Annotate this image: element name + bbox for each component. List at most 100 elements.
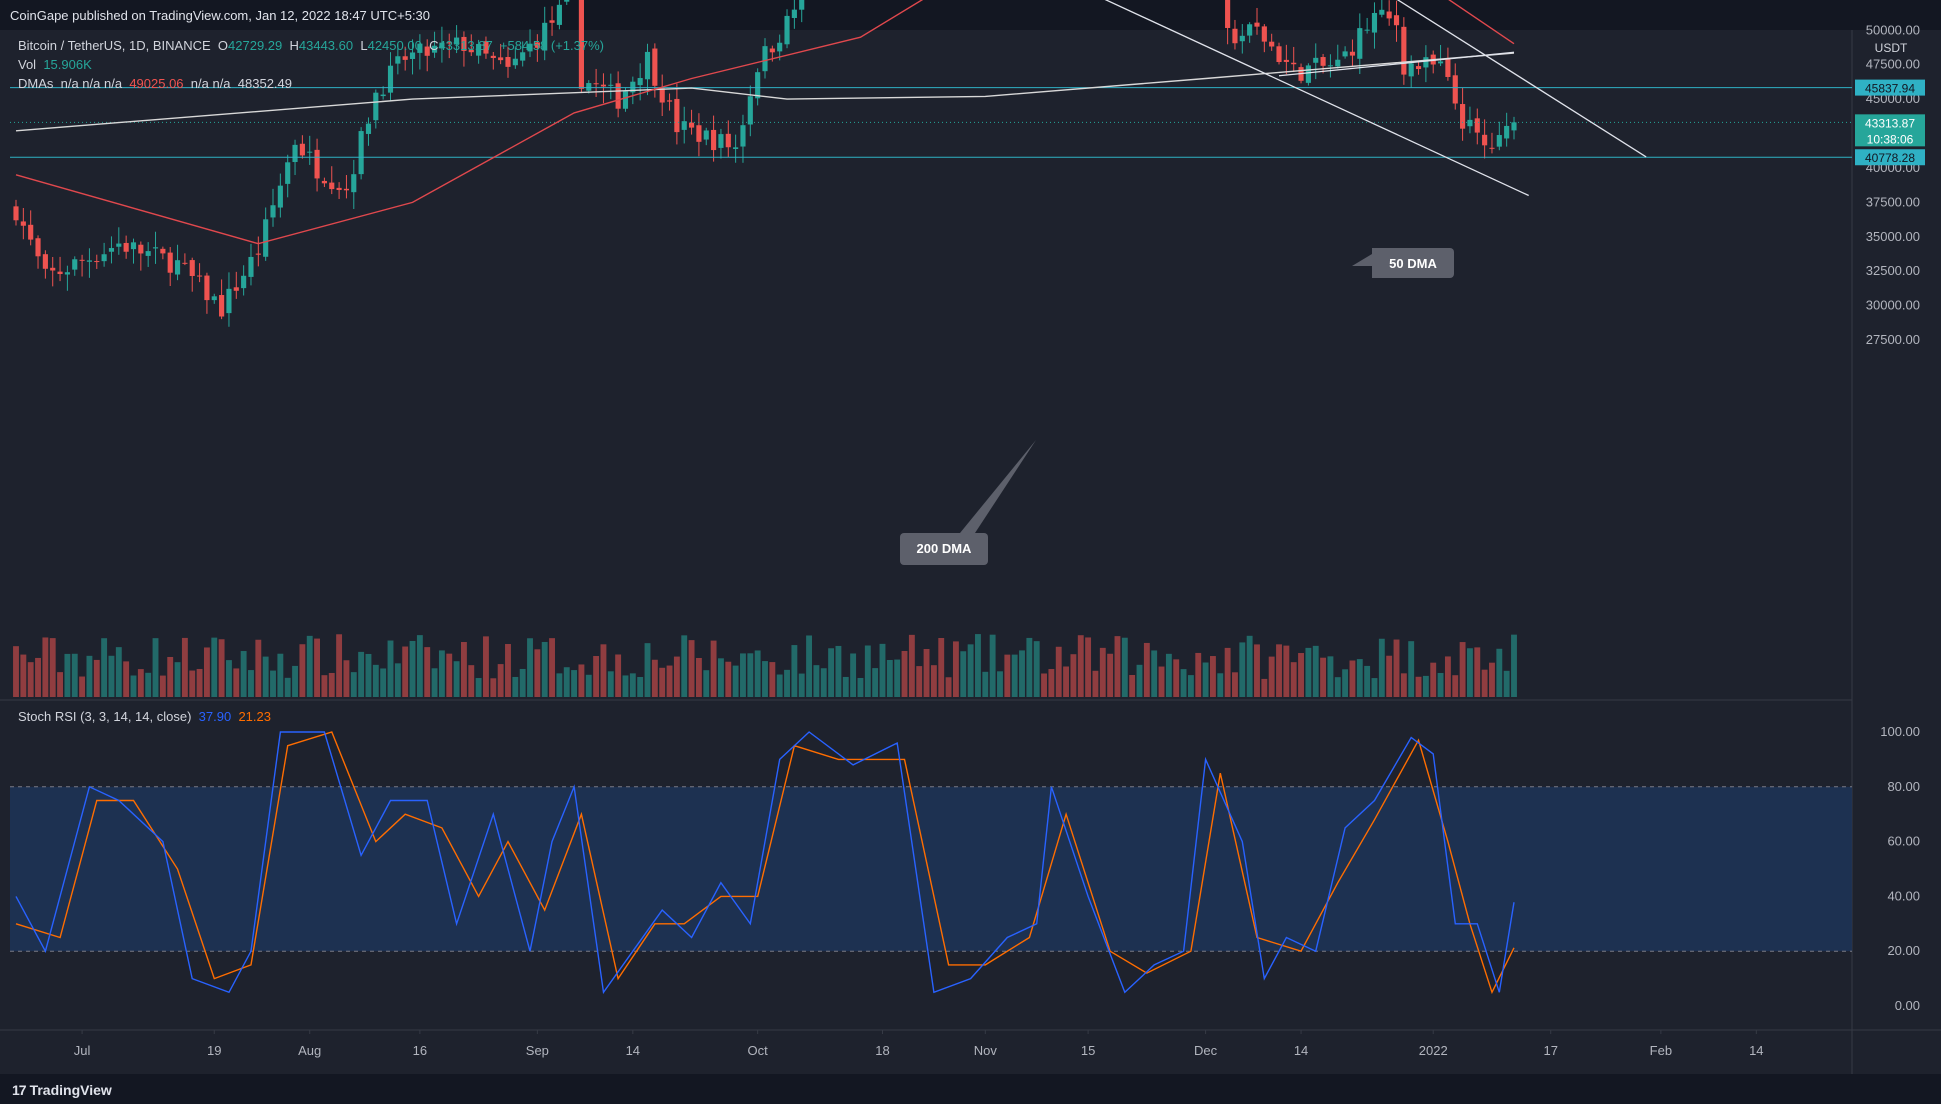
candle-body: [1393, 15, 1400, 26]
time-tick-label: Oct: [748, 1043, 769, 1058]
candle-body: [1313, 57, 1319, 63]
volume-bar: [71, 653, 78, 697]
volume-bar: [1452, 675, 1459, 697]
rsi-tick-label: 100.00: [1880, 724, 1920, 739]
candle-body: [498, 57, 504, 61]
volume-bar: [1143, 642, 1150, 697]
candle-body: [351, 174, 357, 193]
candle-body: [630, 81, 636, 93]
dma-na: n/a n/a n/a: [60, 76, 123, 91]
volume-bar: [1393, 639, 1400, 697]
volume-bar: [637, 677, 644, 697]
candle-body: [1504, 125, 1510, 139]
volume-label[interactable]: Vol: [18, 57, 37, 72]
volume-bar: [505, 644, 511, 697]
volume-bar: [1364, 665, 1371, 697]
volume-bar: [894, 659, 901, 697]
candle-body: [72, 259, 78, 270]
candle-body: [512, 58, 518, 66]
volume-bar: [460, 642, 467, 697]
volume-bar: [79, 676, 86, 697]
candle-body: [270, 205, 276, 218]
volume-bar: [1489, 662, 1495, 697]
dma-label[interactable]: DMAs: [18, 76, 54, 91]
trendline: [1396, 0, 1647, 158]
candle-body: [1467, 119, 1473, 127]
symbol-name[interactable]: Bitcoin / TetherUS, 1D, BINANCE: [18, 38, 211, 53]
price-tick-label: 32500.00: [1866, 263, 1920, 278]
low-label: L: [360, 38, 368, 53]
dma200-callout-label: 200 DMA: [917, 541, 973, 556]
time-tick-label: Nov: [974, 1043, 998, 1058]
open-value: 42729.29: [228, 38, 283, 53]
volume-bar: [1254, 644, 1260, 697]
candle-body: [1401, 26, 1407, 75]
volume-bar: [864, 645, 871, 697]
volume-bar: [908, 634, 915, 697]
rsi-tick-label: 40.00: [1887, 888, 1920, 903]
stoch-rsi-label[interactable]: Stoch RSI (3, 3, 14, 14, close): [18, 709, 192, 724]
candle-body: [1349, 51, 1356, 56]
dma200-callout-pointer: [960, 440, 1036, 533]
tradingview-logo[interactable]: 17 TradingView: [12, 1082, 112, 1098]
candle-body: [454, 37, 460, 45]
volume-bar: [886, 659, 893, 697]
last-price-text: 43313.87: [1865, 116, 1915, 130]
candle-body: [138, 244, 144, 254]
candle-body: [674, 98, 680, 133]
volume-bar: [42, 637, 49, 697]
volume-bar: [387, 640, 394, 697]
time-tick-label: 16: [413, 1043, 427, 1058]
candle-body: [226, 288, 232, 314]
volume-bar: [270, 670, 276, 697]
volume-bar: [453, 661, 460, 697]
volume-bar: [1268, 656, 1275, 697]
volume-bar: [468, 665, 475, 697]
volume-bar: [1503, 670, 1510, 697]
volume-bar: [747, 653, 754, 697]
volume-bar: [1202, 662, 1209, 697]
volume-bar: [13, 646, 19, 697]
volume-bar: [1158, 666, 1165, 697]
volume-bar: [365, 653, 372, 697]
candle-body: [94, 261, 100, 263]
dma200-callout-box: [900, 533, 988, 565]
trendline: [1104, 0, 1529, 197]
candle-body: [505, 57, 511, 67]
publish-bar: CoinGape published on TradingView.com, J…: [0, 0, 1941, 30]
close-label: C: [429, 38, 439, 53]
candle-body: [483, 41, 489, 54]
volume-bar: [101, 638, 108, 697]
candle-body: [336, 187, 342, 191]
candle-body: [255, 253, 261, 255]
volume-bar: [49, 638, 56, 697]
price-tick-label: 47500.00: [1866, 57, 1920, 72]
trendline: [1278, 51, 1515, 77]
candle-body: [586, 83, 592, 91]
volume-bar: [1232, 672, 1238, 697]
volume-bar: [820, 668, 827, 697]
volume-bar: [1004, 654, 1011, 697]
candle-body: [1335, 59, 1341, 67]
candle-body: [108, 248, 115, 252]
volume-bar: [813, 665, 820, 697]
volume-bar: [1349, 660, 1356, 697]
volume-bar: [248, 670, 254, 697]
volume-bar: [1415, 676, 1422, 697]
volume-bar: [835, 645, 842, 697]
candle-body: [35, 238, 41, 257]
candle-body: [439, 42, 445, 49]
volume-bar: [622, 675, 629, 697]
volume-bar: [1165, 653, 1172, 697]
volume-bar: [776, 674, 783, 697]
volume-bar: [314, 638, 321, 697]
candle-body: [1320, 57, 1326, 66]
volume-bar: [402, 646, 409, 697]
volume-bar: [1320, 657, 1327, 697]
candle-body: [1239, 35, 1245, 42]
volume-bar: [578, 664, 585, 697]
volume-bar: [152, 638, 159, 697]
volume-legend: Vol 15.906K: [18, 57, 92, 72]
candle-body: [314, 149, 320, 179]
